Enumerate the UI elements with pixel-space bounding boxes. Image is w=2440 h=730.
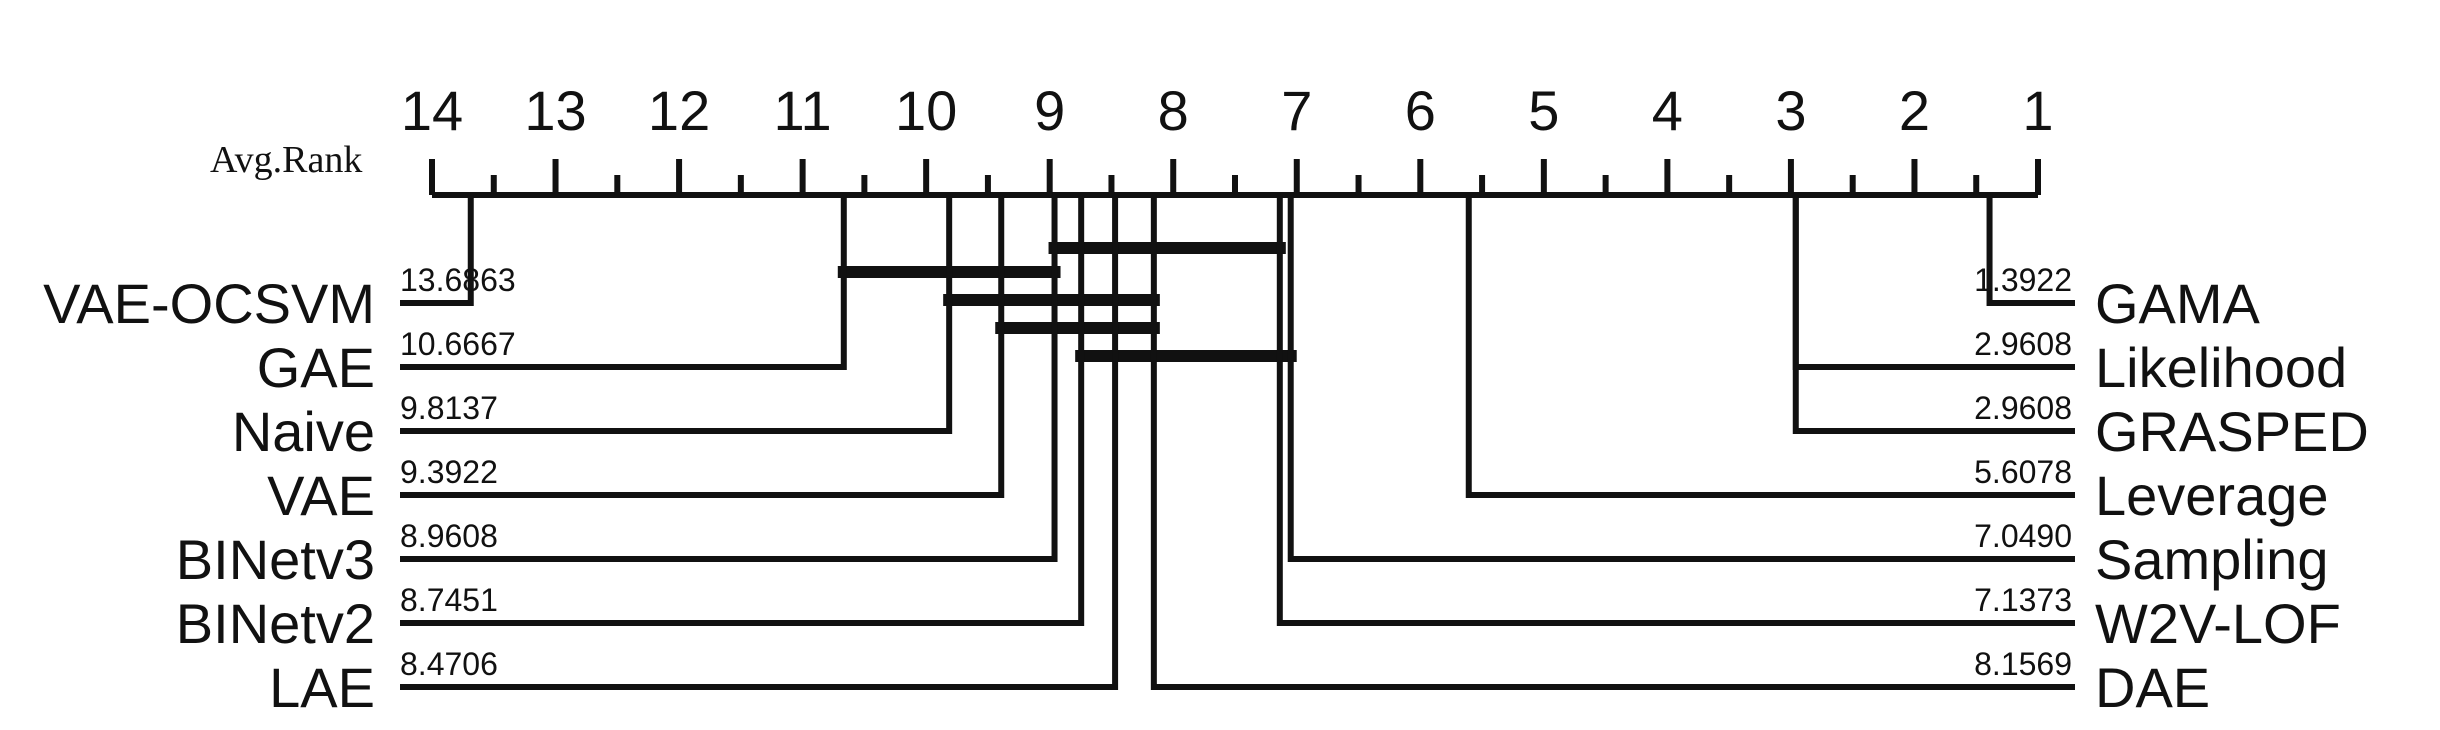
tick-label: 7 [1281, 79, 1312, 142]
tick-label: 8 [1158, 79, 1189, 142]
axis-title: Avg.Rank [210, 139, 362, 181]
method-name: GAE [257, 336, 375, 399]
method-name: GAMA [2095, 272, 2261, 335]
tick-label: 6 [1405, 79, 1436, 142]
rank-axis: 14 13 12 11 10 9 8 7 6 5 4 3 2 1 [401, 79, 2054, 198]
method-line [400, 195, 847, 370]
rank-value: 10.6667 [400, 326, 516, 362]
method-line [1287, 195, 2075, 562]
tick-label: 10 [895, 79, 957, 142]
method-name: LAE [269, 656, 375, 719]
method-line [1150, 195, 2075, 690]
tick-label: 5 [1528, 79, 1559, 142]
rank-value: 2.9608 [1974, 390, 2072, 426]
rank-value: 1.3922 [1974, 262, 2072, 298]
method-name: Likelihood [2095, 336, 2347, 399]
rank-value: 8.1569 [1974, 646, 2072, 682]
method-name: Leverage [2095, 464, 2329, 527]
method-line [400, 195, 1119, 690]
method-name: GRASPED [2095, 400, 2369, 463]
tick-label: 13 [524, 79, 586, 142]
tick-label: 14 [401, 79, 463, 142]
method-name: VAE [267, 464, 375, 527]
rank-value: 8.4706 [400, 646, 498, 682]
tick-label: 11 [774, 79, 832, 142]
rank-value: 2.9608 [1974, 326, 2072, 362]
method-line [400, 195, 953, 434]
method-name: VAE-OCSVM [43, 272, 375, 335]
method-name: DAE [2095, 656, 2210, 719]
method-name: BINetv2 [176, 592, 375, 655]
method-line [400, 195, 1058, 562]
method-name: BINetv3 [176, 528, 375, 591]
rank-value: 7.0490 [1974, 518, 2072, 554]
tick-label: 12 [648, 79, 710, 142]
method-line [1986, 195, 2075, 306]
tick-label: 9 [1034, 79, 1065, 142]
rank-value: 9.3922 [400, 454, 498, 490]
rank-value: 8.7451 [400, 582, 498, 618]
method-line [400, 195, 1085, 626]
method-line [1792, 195, 2075, 434]
method-name: Naive [232, 400, 375, 463]
rank-value: 7.1373 [1974, 582, 2072, 618]
method-line [1276, 195, 2075, 626]
method-lines: VAE-OCSVM 13.6863 GAE 10.6667 Naive 9.8137 VAE… [43, 195, 2369, 719]
method-line [400, 195, 1005, 498]
rank-value: 9.8137 [400, 390, 498, 426]
rank-value: 5.6078 [1974, 454, 2072, 490]
tick-label: 1 [2022, 79, 2053, 142]
clique-bars [837, 242, 1297, 362]
method-name: W2V-LOF [2095, 592, 2341, 655]
method-line [1465, 195, 2075, 498]
tick-label: 2 [1899, 79, 1930, 142]
method-line [400, 195, 474, 306]
tick-label: 3 [1775, 79, 1806, 142]
rank-value: 13.6863 [400, 262, 516, 298]
rank-value: 8.9608 [400, 518, 498, 554]
tick-label: 4 [1652, 79, 1683, 142]
method-name: Sampling [2095, 528, 2328, 591]
